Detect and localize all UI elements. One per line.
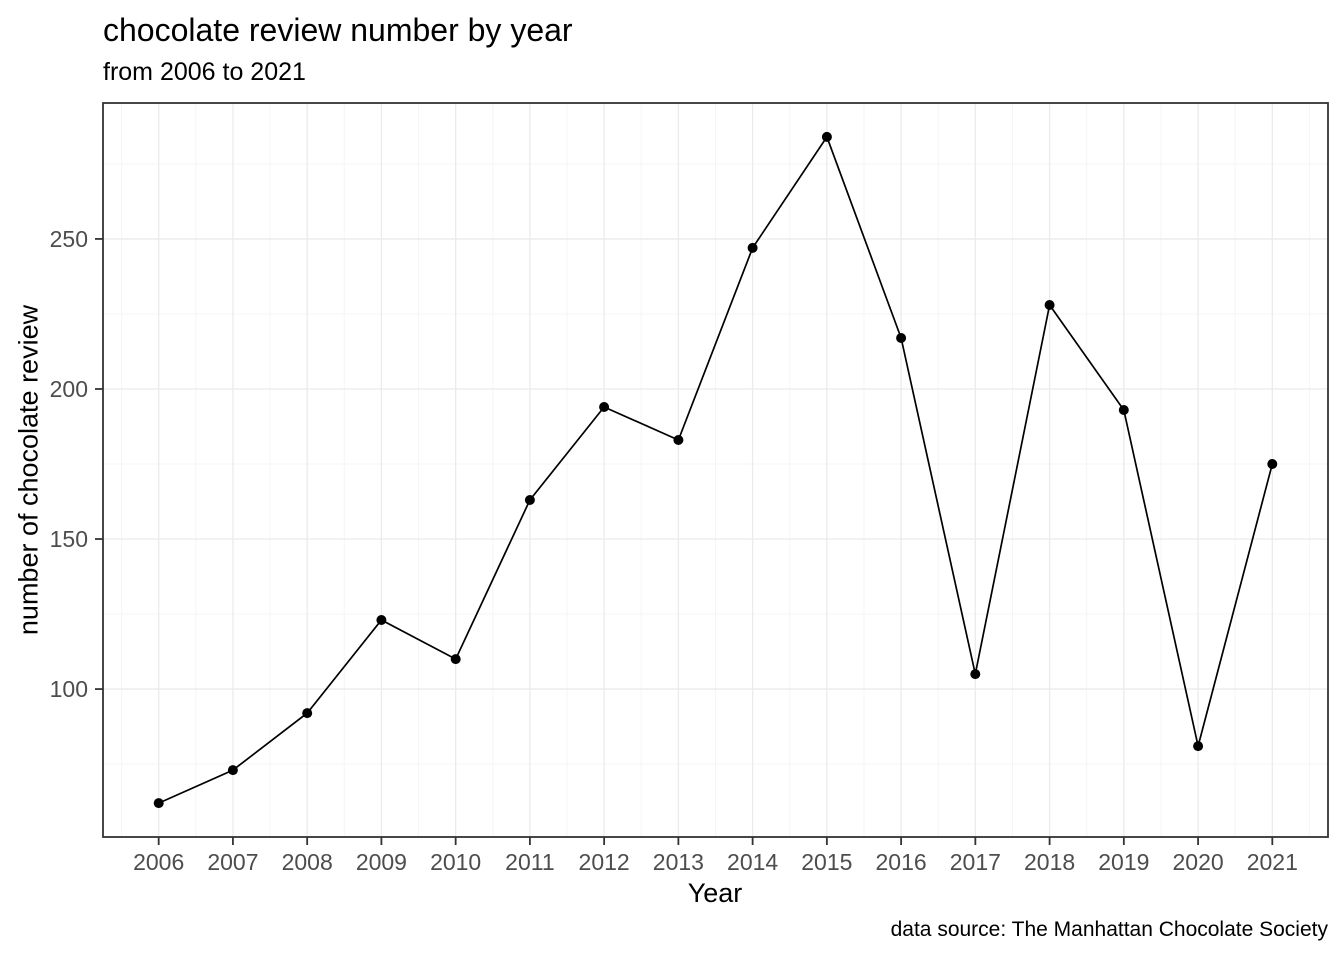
data-point-2014 xyxy=(747,242,758,253)
x-tick-label: 2009 xyxy=(356,849,407,875)
chart-subtitle: from 2006 to 2021 xyxy=(103,58,306,86)
x-tick-label: 2010 xyxy=(430,849,481,875)
data-point-2013 xyxy=(673,435,684,445)
data-point-2017 xyxy=(970,669,981,680)
data-point-2011 xyxy=(524,495,535,505)
data-point-2008 xyxy=(302,708,313,719)
x-tick-label: 2015 xyxy=(801,849,852,875)
x-tick-label: 2021 xyxy=(1247,849,1298,875)
data-point-2012 xyxy=(599,402,610,412)
data-point-2019 xyxy=(1118,405,1129,415)
chart-title: chocolate review number by year xyxy=(103,12,573,48)
y-tick-label: 150 xyxy=(50,526,88,552)
data-point-2020 xyxy=(1193,741,1204,752)
data-point-2021 xyxy=(1267,459,1278,469)
data-point-2006 xyxy=(153,798,164,809)
data-point-2016 xyxy=(896,333,907,343)
x-tick-label: 2014 xyxy=(727,849,778,875)
data-line xyxy=(158,135,1274,804)
y-axis-title: number of chocolate review xyxy=(13,304,44,636)
data-point-2015 xyxy=(821,131,832,142)
x-tick-label: 2019 xyxy=(1098,849,1149,875)
data-point-2018 xyxy=(1044,300,1055,310)
panel-border xyxy=(102,102,1329,838)
data-point-2007 xyxy=(227,765,238,776)
x-tick-label: 2008 xyxy=(282,849,333,875)
x-tick-label: 2018 xyxy=(1024,849,1075,875)
y-tick-label: 100 xyxy=(50,676,88,702)
x-tick-label: 2012 xyxy=(579,849,630,875)
x-tick-label: 2006 xyxy=(133,849,184,875)
y-tick-label: 200 xyxy=(50,376,88,402)
x-tick-label: 2007 xyxy=(207,849,258,875)
x-tick-label: 2013 xyxy=(653,849,704,875)
x-tick-label: 2020 xyxy=(1172,849,1223,875)
data-point-2009 xyxy=(376,615,387,625)
x-tick-label: 2011 xyxy=(505,849,554,875)
x-axis-title: Year xyxy=(687,878,743,908)
x-tick-label: 2016 xyxy=(876,849,927,875)
y-tick-label: 250 xyxy=(50,226,88,252)
data-point-2010 xyxy=(450,654,461,665)
chart-caption: data source: The Manhattan Chocolate Soc… xyxy=(890,918,1328,941)
x-tick-label: 2017 xyxy=(950,849,1001,875)
